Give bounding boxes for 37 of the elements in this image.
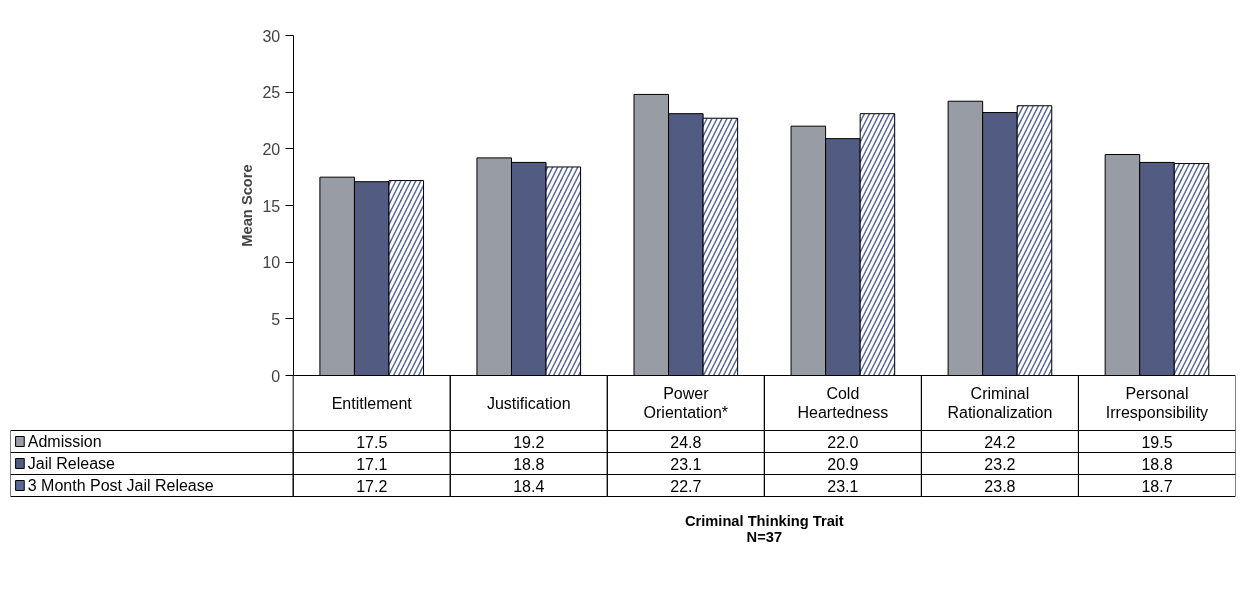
data-label: 17.1 [356,455,388,473]
y-axis-title: Mean Score [238,164,255,247]
data-label: 19.5 [1141,433,1173,451]
x-tick-label: Power Orientation* [643,385,729,421]
data-label: 23.1 [670,455,702,473]
data-label: 18.4 [513,477,545,495]
legend-label: 3 Month Post Jail Release [27,477,214,494]
text: N=37 [746,528,783,545]
y-tick-label: 10 [262,254,281,272]
data-label: 17.2 [356,477,388,495]
y-tick-label: 20 [262,140,281,158]
data-label: 17.5 [356,433,388,451]
data-label: 18.7 [1141,477,1173,495]
data-label: 23.2 [984,455,1016,473]
data-label: 22.7 [670,477,702,495]
data-label: 18.8 [513,455,545,473]
data-label: 20.9 [827,455,859,473]
data-label: 19.2 [513,433,545,451]
y-tick-label: 15 [262,197,281,215]
data-label: 22.0 [827,433,859,451]
x-tick-label: Cold Heartedness [797,385,889,421]
y-tick-label: 25 [262,84,281,102]
y-tick-label: 30 [262,27,281,45]
y-tick-label: 5 [271,310,281,328]
x-tick-label: Entitlement [331,394,413,412]
legend-label: Jail Release [27,455,116,472]
x-tick-label: Justification [486,394,571,412]
text: Criminal Thinking Trait [684,512,844,529]
data-label: 23.1 [827,477,859,495]
data-label: 24.2 [984,433,1016,451]
data-label: 18.8 [1141,455,1173,473]
x-tick-label: Criminal Rationalization [947,385,1053,421]
legend-label: Admission [27,433,102,450]
y-tick-label: 0 [271,367,281,385]
x-tick-label: Personal Irresponsibility [1105,385,1209,421]
data-label: 23.8 [984,477,1016,495]
data-label: 24.8 [670,433,702,451]
